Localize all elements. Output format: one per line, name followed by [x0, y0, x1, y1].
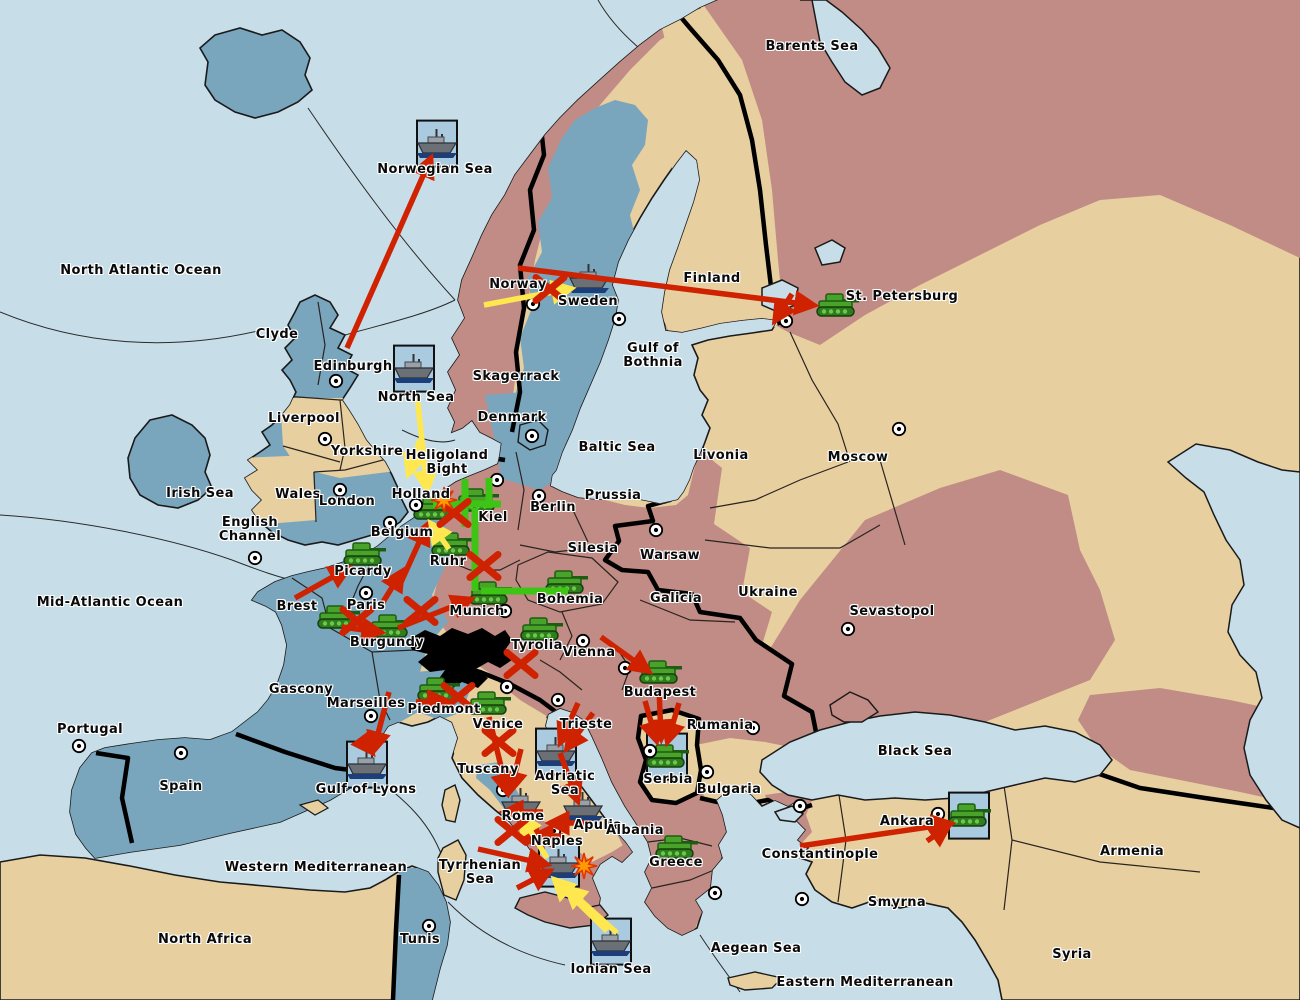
failed-order-x [494, 816, 530, 846]
supply-center-liverpool [317, 431, 333, 447]
supply-center-denmark [524, 428, 540, 444]
fleet-unit-gulf-of-lyons-icon[interactable] [345, 749, 389, 785]
army-unit-picardy-icon[interactable] [341, 540, 387, 574]
army-unit-ankara-icon[interactable] [946, 801, 992, 835]
region-germany-austria[interactable] [425, 446, 818, 940]
order-arrow-red [557, 752, 583, 807]
supply-center-trieste [550, 692, 566, 708]
supply-center-rumania [745, 720, 761, 736]
supply-center-london [332, 482, 348, 498]
failed-order-x [440, 682, 476, 712]
supply-center-spain [173, 745, 189, 761]
region-balearics[interactable] [298, 799, 330, 816]
order-arrow-red [563, 711, 596, 754]
supply-center-tunis [421, 918, 437, 934]
sea-caspian[interactable] [1166, 443, 1300, 829]
order-arrow-red [771, 292, 797, 326]
supply-center-greece [707, 885, 723, 901]
supply-center-venice [499, 679, 515, 695]
explosion-icon [570, 852, 598, 880]
order-arrow-red [799, 814, 957, 849]
failed-order-x [339, 606, 375, 636]
order-arrow-yellow [427, 518, 453, 551]
order-arrow-red [647, 687, 673, 745]
order-arrow-red [486, 716, 516, 799]
order-arrow-red [477, 846, 553, 873]
supply-center-serbia [642, 743, 658, 759]
region-wales[interactable] [238, 455, 316, 525]
fleet-unit-north-sea-icon[interactable] [392, 353, 436, 389]
supply-center-marseilles [363, 708, 379, 724]
order-arrow-red [350, 729, 376, 758]
supply-center-constantinople [792, 798, 808, 814]
lake-onega [814, 239, 846, 266]
order-arrow-red [344, 152, 435, 350]
supply-center-budapest [617, 660, 633, 676]
order-arrow-red [415, 688, 453, 715]
order-arrow-red [293, 565, 354, 601]
order-arrow-red [394, 519, 431, 593]
failed-order-x [466, 551, 502, 581]
supply-center-bulgaria [699, 764, 715, 780]
order-arrow-yellow [402, 439, 427, 480]
explosion-icon [430, 486, 458, 514]
supply-center-vienna [575, 633, 591, 649]
region-crimea[interactable] [829, 691, 880, 723]
region-ireland[interactable] [127, 414, 213, 509]
supply-center-munich [497, 603, 513, 619]
internal-borders [291, 331, 1201, 911]
supply-center-holland [408, 497, 424, 513]
order-arrow-red [517, 265, 820, 316]
order-arrow-red [502, 748, 528, 797]
army-unit-venice-icon[interactable] [466, 689, 512, 723]
order-arrow-red [515, 868, 555, 892]
supply-center-edinburgh [328, 373, 344, 389]
supply-center-kiel [489, 472, 505, 488]
supply-center-belgium [382, 515, 398, 531]
supply-center-ankara [930, 806, 946, 822]
region-crete[interactable] [727, 971, 784, 991]
supply-center-portugal [71, 738, 87, 754]
region-switzerland-impassable [408, 628, 512, 690]
failed-order-x [532, 274, 568, 304]
supply-center-brest [247, 550, 263, 566]
army-unit-tyrolia-icon[interactable] [518, 615, 564, 649]
white-sea-inlet [800, 0, 891, 96]
order-arrow-yellow [562, 883, 619, 936]
supply-center-paris [358, 585, 374, 601]
region-finland[interactable] [655, 0, 784, 335]
order-arrow-red [638, 700, 664, 747]
order-arrow-red [660, 702, 686, 748]
failed-order-x [481, 727, 517, 757]
region-caucasus[interactable] [1078, 688, 1300, 805]
order-arrow-yellow [550, 875, 609, 933]
order-arrow-red [380, 566, 406, 604]
tunis-border [390, 874, 402, 1000]
sea-black-sea[interactable] [759, 711, 1113, 801]
supply-center-sevastopol [840, 621, 856, 637]
order-arrow-red [599, 634, 654, 675]
supply-center-moscow [891, 421, 907, 437]
supply-center-warsaw [648, 522, 664, 538]
order-arrow-red [925, 822, 954, 848]
region-corsica[interactable] [441, 784, 461, 823]
region-sevastopol[interactable] [760, 470, 1115, 750]
failed-order-x [403, 596, 439, 626]
failed-order-x [503, 649, 539, 679]
supply-center-sweden [611, 311, 627, 327]
region-sardinia[interactable] [437, 839, 467, 901]
supply-center-berlin [531, 488, 547, 504]
supply-center-smyrna [794, 891, 810, 907]
region-iceland[interactable] [198, 27, 313, 119]
order-arrow-red [366, 691, 392, 757]
fleet-unit-ionian-sea-icon[interactable] [589, 926, 633, 962]
supply-center-st-petersburg [778, 313, 794, 329]
army-unit-greece-icon[interactable] [653, 833, 699, 867]
